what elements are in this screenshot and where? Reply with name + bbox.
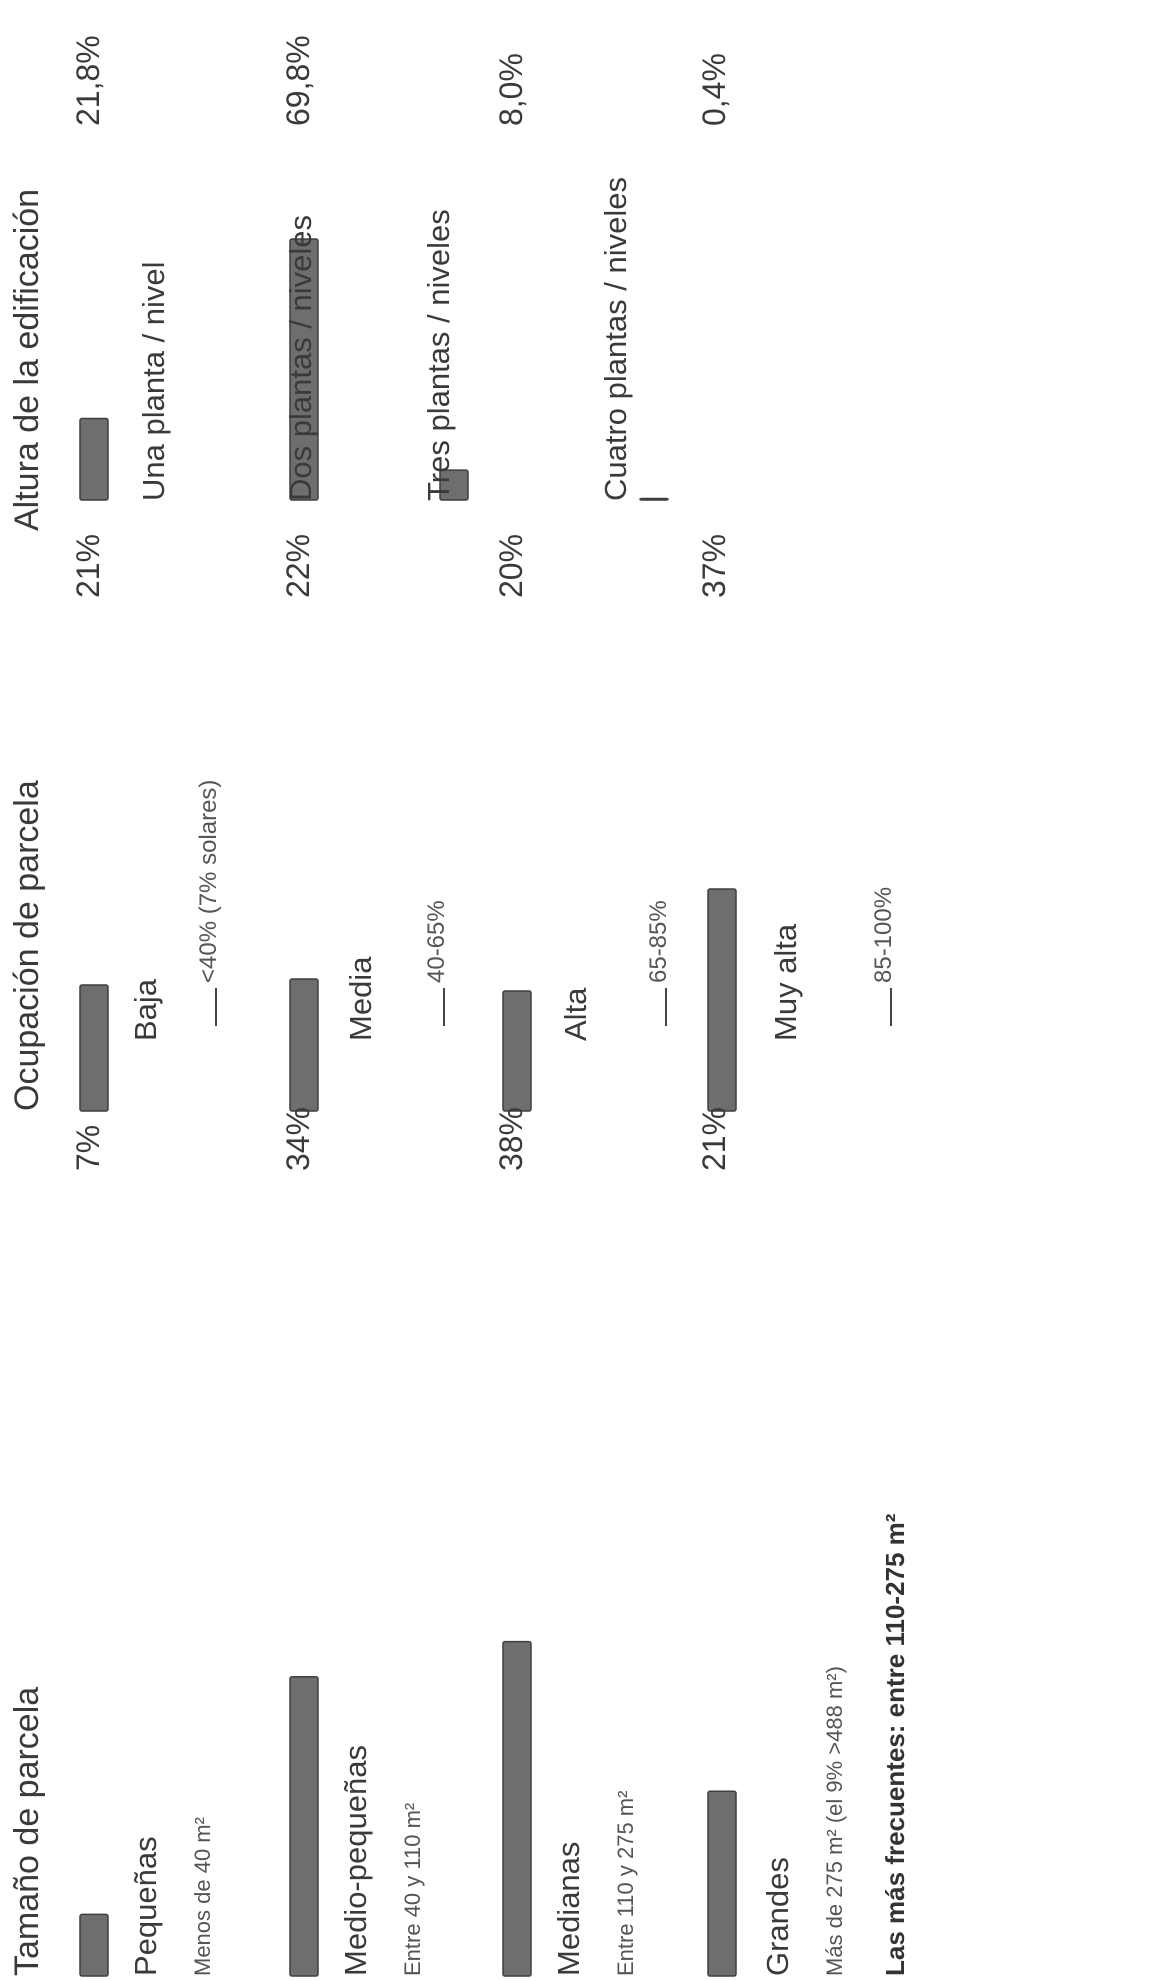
chart3-value-label: 0,4% [696,53,732,126]
chart1-bar [79,1913,109,1977]
chart1-title: Tamaño de parcela [8,1686,46,1976]
chart1-bar [707,1790,737,1977]
chart2-category-description: <40% (7% solares) [195,779,222,983]
chart2-tick [665,988,667,1026]
chart2-bar [707,888,737,1112]
chart2-value-label: 21% [70,533,106,598]
chart2-bar [289,978,319,1112]
chart1-category-label: Grandes [760,1857,795,1976]
chart1-category-description: Más de 275 m² (el 9% >488 m²) [822,1666,847,1976]
chart3-category-label: Tres plantas / niveles [421,209,456,501]
chart2-category-label: Muy alta [768,923,803,1041]
chart1-category-label: Medio-pequeñas [338,1745,373,1976]
chart1-category-label: Medianas [551,1841,586,1976]
chart2-category-label: Alta [558,987,593,1041]
chart2-category-description: 85-100% [870,886,897,983]
chart3-bar [79,417,109,501]
chart2-bar [79,984,109,1112]
chart1-bar [502,1640,532,1977]
chart1-note: Las más frecuentes: entre 110-275 m² [880,1513,910,1976]
chart1-value-label: 34% [280,1106,316,1171]
chart2-bar [502,990,532,1112]
chart3-title: Altura de la edificación [8,188,46,531]
chart3-value-label: 69,8% [280,35,316,126]
chart3-bar [439,469,469,501]
chart2-category-description: 65-85% [645,900,672,983]
chart3-category-label: Cuatro plantas / niveles [598,177,633,501]
chart1-bar [289,1676,319,1977]
chart3-category-label: Una planta / nivel [136,261,171,501]
chart1-value-label: 38% [493,1106,529,1171]
chart2-tick [443,988,445,1026]
chart2-category-label: Media [343,956,378,1041]
chart3-bar [639,497,669,501]
chart2-category-label: Baja [128,978,163,1041]
chart1-category-description: Entre 110 y 275 m² [613,1790,638,1976]
chart2-value-label: 37% [696,533,732,598]
chart1-category-label: Pequeñas [128,1836,163,1976]
chart1-category-description: Menos de 40 m² [190,1817,215,1976]
chart2-tick [215,988,217,1026]
chart1-value-label: 7% [70,1124,106,1171]
chart3-value-label: 8,0% [493,53,529,126]
chart3-bar [289,238,319,501]
chart1-category-description: Entre 40 y 110 m² [400,1802,425,1976]
chart3-value-label: 21,8% [70,35,106,126]
chart2-value-label: 22% [280,533,316,598]
chart2-category-description: 40-65% [423,900,450,983]
chart2-tick [890,988,892,1026]
chart2-value-label: 20% [493,533,529,598]
chart3-category-label: Dos plantas / niveles [283,214,318,501]
chart1-value-label: 21% [696,1106,732,1171]
chart2-title: Ocupación de parcela [8,780,46,1111]
